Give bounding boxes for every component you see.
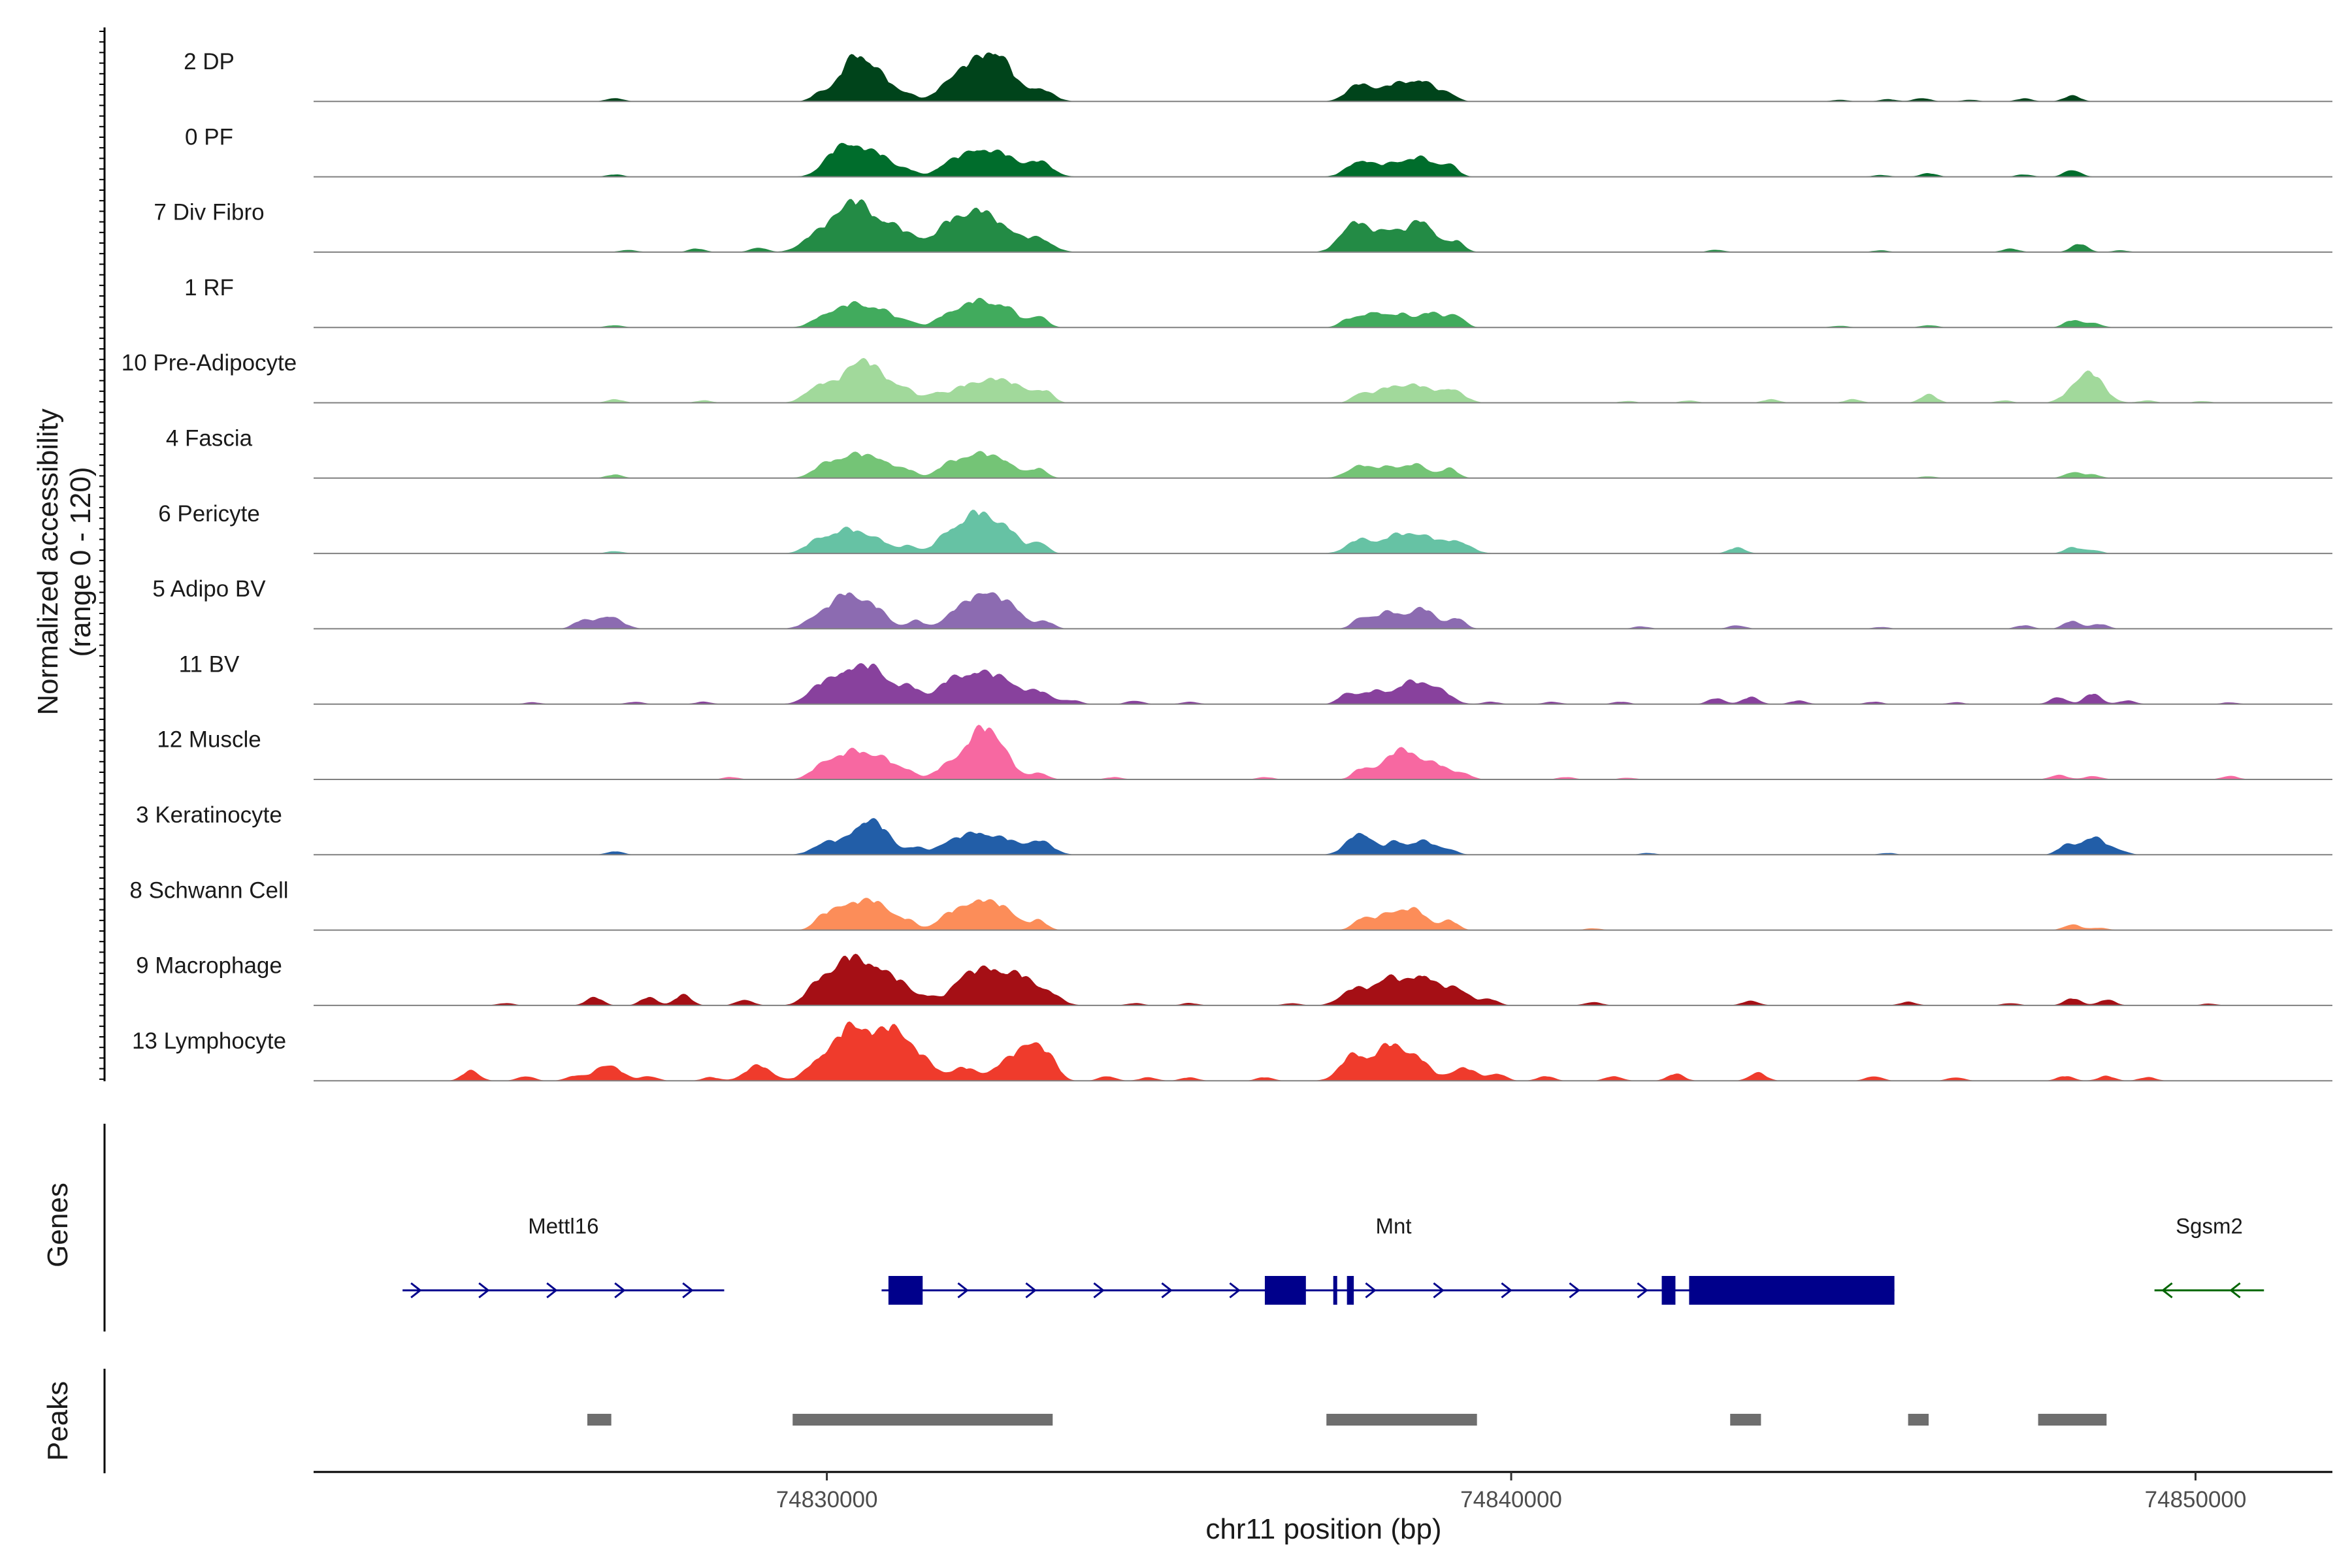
track-label: 1 RF — [184, 275, 234, 301]
track-label: 6 Pericyte — [158, 501, 260, 527]
track-coverage-area — [314, 663, 2332, 704]
strand-arrow-icon — [1025, 1282, 1037, 1299]
gene-exon — [1661, 1276, 1676, 1305]
gene-exon — [1333, 1276, 1337, 1305]
strand-arrow-icon — [1433, 1282, 1445, 1299]
track-coverage-area — [314, 898, 2332, 930]
gene-exon — [888, 1276, 923, 1305]
track-coverage-area — [314, 451, 2332, 478]
track-coverage-area — [314, 953, 2332, 1005]
strand-arrow-icon — [682, 1282, 694, 1299]
strand-arrow-icon — [1501, 1282, 1512, 1299]
track-label: 5 Adipo BV — [152, 576, 266, 602]
strand-arrow-icon — [1637, 1282, 1648, 1299]
track-5-adipo-bv: 5 Adipo BV — [152, 576, 2332, 630]
strand-arrow-icon — [1365, 1282, 1377, 1299]
genes-panel: Genes Mettl16 Mnt Sgsm2 — [42, 1124, 2264, 1331]
gene-mettl16: Mettl16 — [402, 1214, 725, 1299]
track-label: 3 Keratinocyte — [136, 802, 282, 828]
track-6-pericyte: 6 Pericyte — [158, 501, 2332, 555]
peak-region — [1326, 1414, 1477, 1426]
strand-arrow-icon — [2229, 1282, 2241, 1299]
strand-arrow-icon — [478, 1282, 490, 1299]
gene-mnt: Mnt — [881, 1214, 1895, 1305]
track-3-keratinocyte: 3 Keratinocyte — [136, 802, 2332, 856]
track-11-bv: 11 BV — [179, 651, 2332, 705]
peak-region — [792, 1414, 1053, 1426]
peak-region — [1908, 1414, 1929, 1426]
track-coverage-area — [314, 142, 2332, 177]
x-axis-title: chr11 position (bp) — [1205, 1513, 1441, 1545]
track-label: 4 Fascia — [166, 426, 253, 451]
track-label: 11 BV — [179, 651, 240, 677]
strand-arrow-icon — [1093, 1282, 1105, 1299]
track-8-schwann-cell: 8 Schwann Cell — [129, 877, 2332, 931]
track-13-lymphocyte: 13 Lymphocyte — [132, 1021, 2332, 1082]
track-label: 13 Lymphocyte — [132, 1028, 286, 1054]
track-label: 2 DP — [184, 49, 235, 74]
y-axis-title-line2: (range 0 - 120) — [65, 466, 97, 657]
track-coverage-area — [314, 510, 2332, 554]
track-coverage-area — [314, 725, 2332, 779]
y-axis-title: Normalized accessibility (range 0 - 120) — [32, 408, 97, 715]
y-axis-title-line1: Normalized accessibility — [32, 408, 64, 715]
strand-arrow-icon — [2161, 1282, 2173, 1299]
track-coverage-area — [314, 52, 2332, 102]
x-axis: chr11 position (bp) 74830000 74840000 7485… — [314, 1471, 2332, 1545]
gene-label: Mnt — [1375, 1214, 1411, 1238]
strand-arrow-icon — [546, 1282, 558, 1299]
track-coverage-area — [314, 1021, 2332, 1081]
track-7-div-fibro: 7 Div Fibro — [154, 199, 2332, 253]
peak-region — [2038, 1414, 2107, 1426]
track-label: 8 Schwann Cell — [129, 877, 288, 903]
strand-arrow-icon — [614, 1282, 626, 1299]
peaks-panel-title: Peaks — [42, 1381, 74, 1461]
x-tick-label: 74840000 — [1460, 1487, 1562, 1512]
strand-arrow-icon — [1569, 1282, 1580, 1299]
track-4-fascia: 4 Fascia — [166, 426, 2332, 479]
track-coverage-area — [314, 297, 2332, 328]
track-12-muscle: 12 Muscle — [157, 725, 2332, 780]
track-9-macrophage: 9 Macrophage — [136, 953, 2332, 1006]
track-coverage-area — [314, 592, 2332, 629]
track-label: 7 Div Fibro — [154, 200, 264, 225]
y-axis — [99, 27, 106, 1081]
gene-sgsm2: Sgsm2 — [2154, 1214, 2264, 1299]
track-coverage-area — [314, 818, 2332, 855]
strand-arrow-icon — [957, 1282, 969, 1299]
peaks-panel: Peaks — [42, 1369, 2107, 1473]
peak-region — [1730, 1414, 1761, 1426]
track-2-dp: 2 DP — [184, 49, 2332, 103]
track-10-pre-adipocyte: 10 Pre-Adipocyte — [122, 350, 2332, 404]
accessibility-tracks: 2 DP 0 PF 7 Div Fibro 1 RF 10 Pre-Adipocyte 4… — [122, 49, 2332, 1082]
track-label: 12 Muscle — [157, 727, 261, 753]
track-coverage-area — [314, 357, 2332, 403]
peak-region — [587, 1414, 612, 1426]
strand-arrow-icon — [1229, 1282, 1241, 1299]
strand-arrow-icon — [1161, 1282, 1173, 1299]
track-0-pf: 0 PF — [185, 124, 2332, 178]
x-tick-label: 74830000 — [776, 1487, 878, 1512]
genes-panel-title: Genes — [42, 1183, 74, 1267]
gene-exon — [1689, 1276, 1895, 1305]
track-label: 9 Macrophage — [136, 953, 282, 979]
gene-exon — [1347, 1276, 1354, 1305]
gene-label: Mettl16 — [528, 1214, 598, 1238]
x-tick-label: 74850000 — [2145, 1487, 2247, 1512]
track-coverage-area — [314, 199, 2332, 252]
track-1-rf: 1 RF — [184, 275, 2332, 329]
gene-exon — [1264, 1276, 1306, 1305]
gene-label: Sgsm2 — [2176, 1214, 2243, 1238]
track-label: 0 PF — [185, 124, 233, 150]
track-label: 10 Pre-Adipocyte — [122, 350, 297, 376]
strand-arrow-icon — [410, 1282, 422, 1299]
